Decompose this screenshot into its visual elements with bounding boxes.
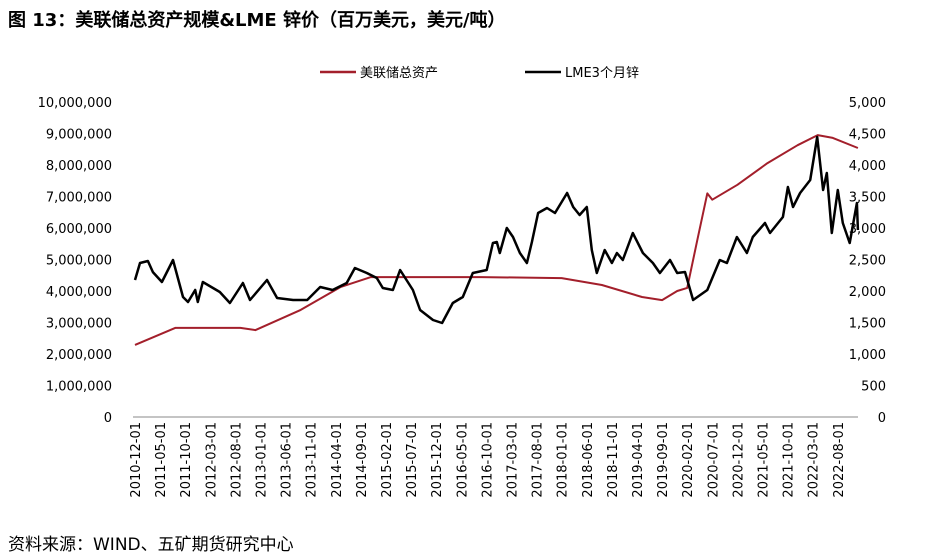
x-tick-label: 2018-11-01 (606, 422, 621, 498)
x-tick-label: 2017-03-01 (506, 422, 521, 498)
y-right-tick-label: 500 (861, 380, 886, 395)
y-left-tick-label: 6,000,000 (46, 222, 112, 237)
x-tick-label: 2022-03-01 (807, 422, 822, 498)
x-tick-label: 2014-04-01 (330, 422, 345, 498)
y-right-tick-label: 4,000 (849, 159, 886, 174)
y-left-tick-label: 7,000,000 (46, 191, 112, 206)
source-note: 资料来源：WIND、五矿期货研究中心 (8, 535, 294, 555)
y-left-tick-label: 0 (104, 411, 112, 426)
series-line-fed-assets (134, 134, 859, 346)
x-tick-label: 2015-02-01 (380, 422, 395, 498)
y-left-tick-label: 3,000,000 (46, 317, 112, 332)
x-tick-label: 2015-07-01 (405, 422, 420, 498)
y-right-tick-label: 3,000 (849, 222, 886, 237)
x-tick-label: 2016-10-01 (480, 422, 495, 498)
x-tick-label: 2016-05-01 (455, 422, 470, 498)
x-tick-label: 2020-12-01 (731, 422, 746, 498)
y-left-tick-label: 1,000,000 (46, 380, 112, 395)
x-tick-label: 2011-10-01 (179, 422, 194, 498)
y-left-tick-label: 10,000,000 (38, 96, 112, 111)
x-tick-label: 2013-01-01 (255, 422, 270, 498)
y-left-tick-label: 4,000,000 (46, 285, 112, 300)
y-right-tick-label: 1,500 (849, 317, 886, 332)
x-tick-label: 2021-10-01 (782, 422, 797, 498)
y-left-tick-label: 8,000,000 (46, 159, 112, 174)
y-right-tick-label: 2,500 (849, 254, 886, 269)
y-right-tick-label: 3,500 (849, 191, 886, 206)
x-tick-label: 2014-09-01 (355, 422, 370, 498)
x-tick-label: 2019-09-01 (656, 422, 671, 498)
x-tick-label: 2018-01-01 (556, 422, 571, 498)
x-tick-label: 2012-08-01 (229, 422, 244, 498)
x-tick-label: 2022-08-01 (832, 422, 847, 498)
y-left-tick-label: 5,000,000 (46, 254, 112, 269)
x-tick-label: 2011-05-01 (154, 422, 169, 498)
y-right-tick-label: 4,500 (849, 128, 886, 143)
x-tick-label: 2013-06-01 (280, 422, 295, 498)
x-tick-label: 2020-02-01 (681, 422, 696, 498)
legend-label: LME3个月锌 (565, 66, 639, 81)
legend-label: 美联储总资产 (360, 66, 438, 81)
y-left-tick-label: 2,000,000 (46, 348, 112, 363)
y-right-tick-label: 1,000 (849, 348, 886, 363)
x-tick-label: 2015-12-01 (430, 422, 445, 498)
series-line-lme-zinc (133, 135, 860, 325)
x-tick-label: 2010-12-01 (129, 422, 144, 498)
x-tick-label: 2017-08-01 (531, 422, 546, 498)
x-tick-label: 2020-07-01 (706, 422, 721, 498)
x-tick-label: 2019-04-01 (631, 422, 646, 498)
x-tick-label: 2013-11-01 (305, 422, 320, 498)
chart-title: 图 13：美联储总资产规模&LME 锌价（百万美元，美元/吨） (8, 10, 506, 31)
x-tick-label: 2021-05-01 (757, 422, 772, 498)
y-right-tick-label: 5,000 (849, 96, 886, 111)
x-tick-label: 2018-06-01 (581, 422, 596, 498)
y-right-tick-label: 0 (878, 411, 886, 426)
y-left-tick-label: 9,000,000 (46, 128, 112, 143)
y-right-tick-label: 2,000 (849, 285, 886, 300)
x-tick-label: 2012-03-01 (204, 422, 219, 498)
